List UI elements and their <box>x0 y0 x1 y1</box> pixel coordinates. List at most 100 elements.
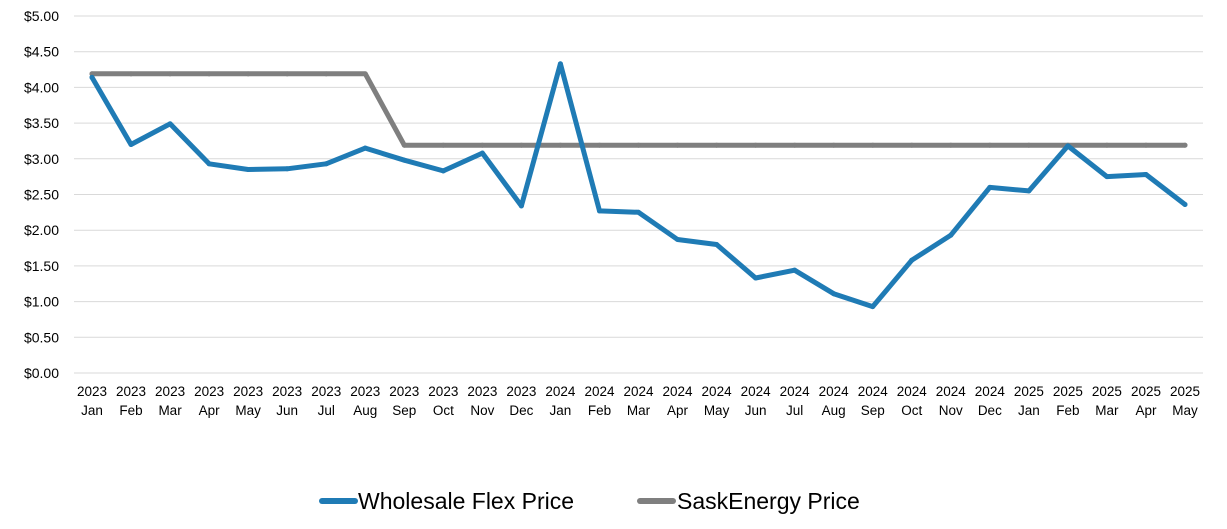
x-tick-month: Jan <box>1018 403 1040 418</box>
data-point <box>792 142 798 148</box>
data-point <box>636 142 641 148</box>
x-tick-month: Mar <box>627 403 651 418</box>
x-tick-year: 2025 <box>1014 384 1044 399</box>
data-point <box>323 71 329 77</box>
x-tick-month: Aug <box>353 403 377 418</box>
data-point <box>1182 142 1188 148</box>
y-tick-label: $3.00 <box>24 151 59 167</box>
x-tick-year: 2024 <box>936 384 967 399</box>
legend: Wholesale Flex Price SaskEnergy Price <box>319 488 860 514</box>
data-point <box>675 236 681 242</box>
data-point <box>948 232 954 238</box>
x-tick-month: Oct <box>433 403 454 418</box>
x-tick-month: Apr <box>1135 403 1157 418</box>
data-point <box>1143 142 1149 148</box>
data-point <box>714 142 720 148</box>
data-point <box>362 145 368 151</box>
legend-label: SaskEnergy Price <box>677 488 860 514</box>
x-axis-ticks: 2023 Jan 2023 Feb 2023 Mar 2023 Apr 2023 May 2023 J… <box>77 384 1200 418</box>
data-point <box>596 142 602 148</box>
x-tick-month: Dec <box>509 403 533 418</box>
series-line <box>89 61 1188 310</box>
data-point <box>557 142 563 148</box>
data-point <box>284 71 290 77</box>
data-point <box>167 121 173 127</box>
data-point <box>987 142 993 148</box>
data-point <box>870 304 876 310</box>
data-point <box>89 74 95 80</box>
data-point <box>675 142 681 148</box>
series-wholesale-flex-price <box>89 61 1188 310</box>
y-tick-label: $0.50 <box>24 329 59 345</box>
y-tick-label: $4.00 <box>24 79 59 95</box>
x-tick-year: 2025 <box>1092 384 1122 399</box>
x-tick-month: Oct <box>901 403 922 418</box>
data-point <box>831 142 837 148</box>
x-tick-year: 2025 <box>1170 384 1200 399</box>
y-tick-label: $3.50 <box>24 115 59 131</box>
x-tick-month: Sep <box>392 403 416 418</box>
x-tick-year: 2024 <box>897 384 928 399</box>
x-tick-year: 2024 <box>975 384 1006 399</box>
y-axis-ticks: $0.00 $0.50 $1.00 $1.50 $2.00 $2.50 $3.00 $3.50… <box>24 8 59 381</box>
x-tick-year: 2023 <box>155 384 185 399</box>
data-point <box>1182 201 1188 207</box>
data-point <box>245 167 251 173</box>
legend-label: Wholesale Flex Price <box>358 488 574 514</box>
data-point <box>167 71 173 77</box>
x-tick-month: Aug <box>822 403 846 418</box>
x-tick-month: Jun <box>745 403 767 418</box>
y-tick-label: $5.00 <box>24 8 59 24</box>
data-point <box>1065 143 1071 149</box>
series-saskenergy-price <box>89 71 1188 148</box>
data-point <box>987 184 993 190</box>
data-point <box>128 71 134 77</box>
data-point <box>909 142 915 148</box>
x-tick-year: 2023 <box>116 384 146 399</box>
data-point <box>323 161 329 167</box>
data-point <box>128 142 134 148</box>
data-point <box>1104 174 1110 180</box>
data-point <box>1104 142 1110 148</box>
data-point <box>401 157 407 163</box>
data-point <box>284 166 290 172</box>
y-tick-label: $2.00 <box>24 222 59 238</box>
data-point <box>753 142 759 148</box>
x-tick-month: Feb <box>588 403 611 418</box>
x-tick-year: 2023 <box>428 384 458 399</box>
x-tick-month: Feb <box>1056 403 1079 418</box>
x-tick-year: 2023 <box>194 384 224 399</box>
x-tick-year: 2024 <box>858 384 889 399</box>
series-line <box>89 71 1188 148</box>
x-tick-year: 2023 <box>506 384 536 399</box>
x-tick-year: 2023 <box>389 384 419 399</box>
x-tick-year: 2024 <box>584 384 615 399</box>
data-point <box>479 150 485 156</box>
y-tick-label: $1.00 <box>24 294 59 310</box>
x-tick-month: Jun <box>276 403 298 418</box>
data-point <box>89 71 95 77</box>
data-point <box>440 142 446 148</box>
x-tick-year: 2024 <box>741 384 772 399</box>
x-tick-month: Sep <box>861 403 885 418</box>
series-lines <box>89 61 1188 310</box>
x-tick-year: 2024 <box>819 384 850 399</box>
data-point <box>636 209 641 215</box>
x-tick-month: May <box>235 403 261 418</box>
x-tick-month: May <box>704 403 730 418</box>
data-point <box>557 61 563 67</box>
x-tick-month: Nov <box>470 403 494 418</box>
x-tick-month: Mar <box>1095 403 1119 418</box>
x-tick-month: Jul <box>786 403 803 418</box>
data-point <box>909 257 915 263</box>
x-tick-year: 2023 <box>233 384 263 399</box>
x-tick-month: Dec <box>978 403 1002 418</box>
x-tick-year: 2025 <box>1131 384 1161 399</box>
x-tick-year: 2023 <box>311 384 341 399</box>
x-tick-year: 2024 <box>702 384 733 399</box>
data-point <box>1026 188 1032 194</box>
x-tick-month: Apr <box>667 403 689 418</box>
x-tick-month: May <box>1172 403 1198 418</box>
